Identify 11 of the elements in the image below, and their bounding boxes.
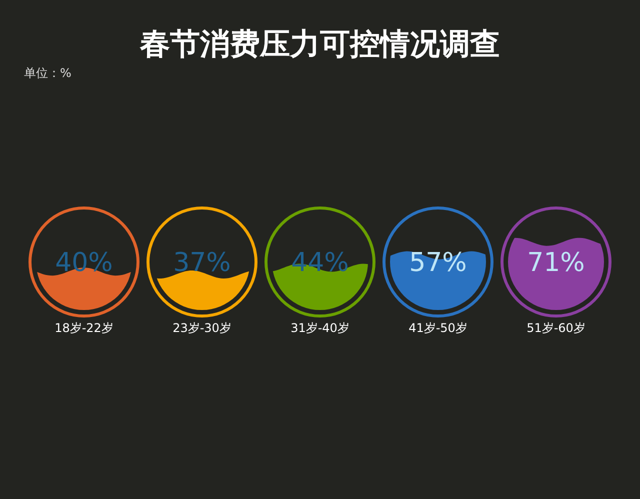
category-label: 18岁-22岁 — [54, 321, 114, 335]
data-label: 71% — [527, 248, 585, 278]
category-label: 31岁-40岁 — [290, 321, 350, 335]
data-label: 37% — [173, 248, 231, 278]
data-label: 57% — [409, 248, 467, 278]
category-label: 51岁-60岁 — [526, 321, 586, 335]
category-label: 23岁-30岁 — [172, 321, 232, 335]
category-label: 41岁-50岁 — [408, 321, 468, 335]
data-label: 40% — [55, 248, 113, 278]
text: 春节消费压力可控情况调查 — [139, 27, 500, 62]
text: 单位：% — [24, 66, 72, 80]
